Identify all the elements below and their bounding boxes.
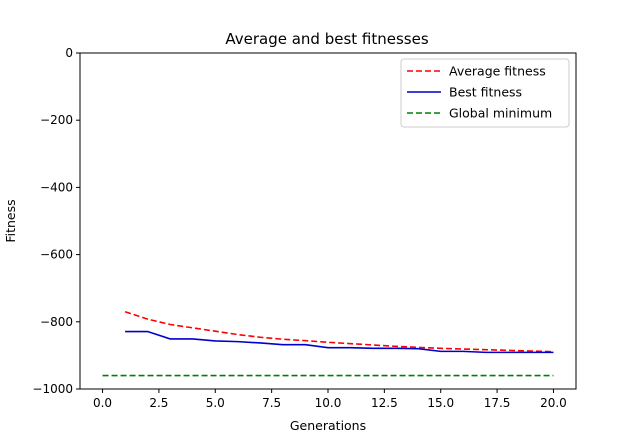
x-tick-label: 10.0	[315, 396, 342, 410]
x-axis-ticks: 0.0 2.5 5.0 7.5 10.0 12.5 15.0 17.5 20.0	[93, 389, 567, 410]
series-line-0	[124, 310, 554, 353]
x-tick-label: 15.0	[427, 396, 454, 410]
y-tick-label: −800	[40, 315, 73, 329]
x-tick-label: 7.5	[262, 396, 281, 410]
legend: Average fitness Best fitness Global minimu…	[400, 58, 570, 128]
x-axis-label: Generations	[290, 418, 366, 433]
x-tick-label: 2.5	[149, 396, 168, 410]
y-axis-ticks: 0 −200 −400 −600 −800 −1000	[32, 46, 80, 396]
y-tick-label: −400	[40, 180, 73, 194]
series-line-1	[125, 330, 554, 354]
legend-label-0: Average fitness	[449, 64, 546, 79]
x-tick-label: 0.0	[93, 396, 112, 410]
y-tick-label: 0	[65, 46, 73, 60]
y-tick-label: −200	[40, 113, 73, 127]
chart-title: Average and best fitnesses	[225, 30, 428, 48]
legend-label-1: Best fitness	[449, 85, 522, 100]
y-tick-label: −600	[40, 248, 73, 262]
x-tick-label: 5.0	[206, 396, 225, 410]
legend-box	[400, 58, 570, 128]
y-tick-label: −1000	[32, 382, 73, 396]
x-tick-label: 20.0	[540, 396, 567, 410]
legend-label-2: Global minimum	[449, 106, 552, 121]
plot-lines	[102, 310, 554, 377]
x-tick-label: 17.5	[484, 396, 511, 410]
x-tick-label: 12.5	[371, 396, 398, 410]
legend-entries: Average fitness Best fitness Global minimu…	[407, 64, 552, 121]
y-axis-label: Fitness	[3, 199, 18, 242]
